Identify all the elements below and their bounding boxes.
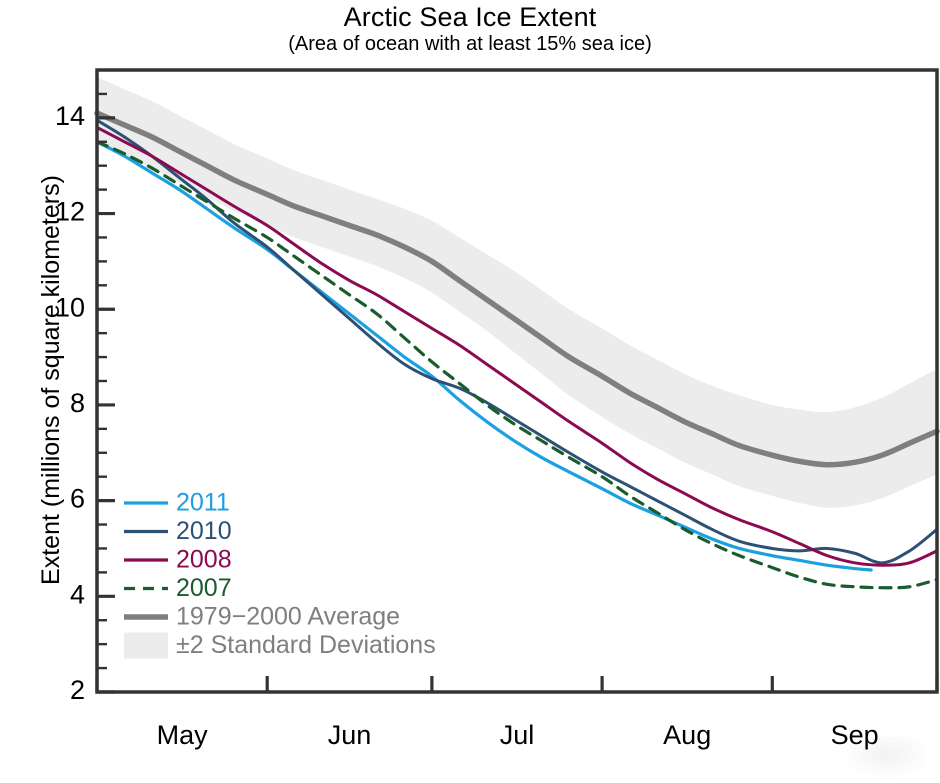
series-line-2011 <box>95 140 873 572</box>
y-tick-label-10: 10 <box>55 292 85 322</box>
x-tick-label-sep: Sep <box>831 720 879 750</box>
legend-swatch-2-standard-deviations <box>124 632 168 659</box>
x-tick-label-jun: Jun <box>328 720 372 750</box>
series-line-2007 <box>95 140 939 590</box>
tick-labels-group: 2 4 6 8 10 12 14 May Jun Jul Aug Sep <box>55 101 879 750</box>
series-line-2010 <box>95 118 939 565</box>
series-line-1979-2000-average <box>94 110 940 468</box>
y-tick-label-2: 2 <box>70 675 85 705</box>
uncertainty-band-group <box>97 77 937 508</box>
y-tick-label-14: 14 <box>55 101 85 131</box>
legend-label-2007: 2007 <box>176 574 232 602</box>
x-tick-label-aug: Aug <box>663 720 711 750</box>
legend-label-2-standard-deviations: ±2 Standard Deviations <box>176 631 436 659</box>
standard-deviation-band <box>97 77 937 508</box>
x-tick-label-may: May <box>157 720 209 750</box>
data-series-group <box>94 110 940 590</box>
y-tick-label-4: 4 <box>70 579 85 609</box>
legend-label-2008: 2008 <box>176 546 232 574</box>
x-tick-label-jul: Jul <box>500 720 535 750</box>
y-tick-label-12: 12 <box>55 197 85 227</box>
legend-label-2011: 2011 <box>176 489 230 517</box>
y-tick-label-6: 6 <box>70 484 85 514</box>
axes-group <box>95 68 939 694</box>
y-tick-label-8: 8 <box>70 388 85 418</box>
legend-label-1979-2000-average: 1979−2000 Average <box>176 603 400 631</box>
series-line-2008 <box>95 125 939 567</box>
legend-label-2010: 2010 <box>176 517 232 545</box>
